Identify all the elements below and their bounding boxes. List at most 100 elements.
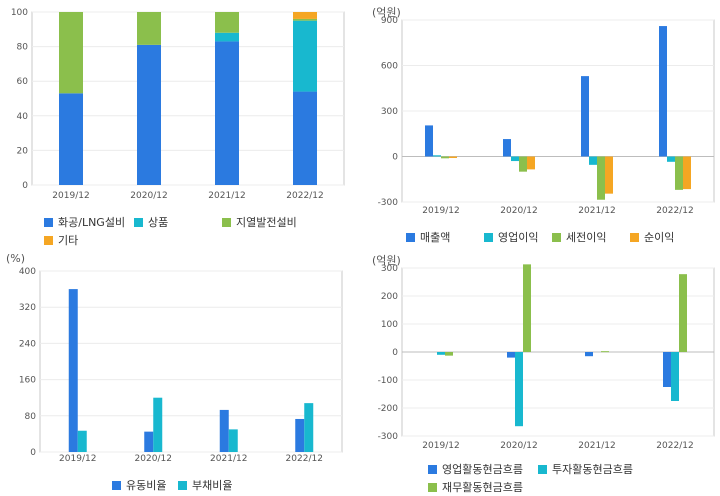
- legend-label: 영업활동현금흐름: [442, 463, 523, 476]
- y-tick-label: 300: [381, 107, 398, 117]
- y-tick-label: 0: [392, 348, 398, 358]
- y-tick-label: 20: [17, 146, 29, 156]
- bar-매출액-2022/12: [659, 26, 667, 157]
- legend-swatch: [134, 217, 143, 227]
- y-tick-label: -300: [378, 198, 399, 208]
- x-tick-label: 2022/12: [286, 191, 323, 201]
- bar-유동비율-2019/12: [68, 289, 78, 452]
- legend-label: 매출액: [420, 231, 451, 244]
- y-tick-label: 400: [19, 267, 36, 277]
- bar-매출액-2019/12: [425, 125, 433, 157]
- legend-swatch: [44, 235, 53, 245]
- legend-swatch: [538, 464, 547, 474]
- bar-투자활동현금흐름-2020/12: [515, 352, 523, 427]
- y-tick-label: 0: [30, 448, 36, 458]
- x-tick-label: 2021/12: [208, 191, 245, 201]
- bar-재무활동현금흐름-2020/12: [523, 264, 531, 352]
- legend-item: 투자활동현금흐름: [538, 461, 658, 477]
- bar-영업이익-2020/12: [511, 156, 519, 162]
- legend-swatch: [406, 232, 415, 242]
- y-tick-label: 900: [381, 16, 398, 26]
- x-tick-label: 2020/12: [500, 206, 537, 216]
- chart-3-unit: (억원): [372, 254, 401, 267]
- bar-지열발전설비-2021/12: [215, 12, 239, 33]
- bar-영업활동현금흐름-2022/12: [663, 352, 671, 387]
- legend-item: 유동비율: [112, 477, 178, 493]
- legend-label: 화공/LNG설비: [58, 216, 126, 229]
- legend-swatch: [630, 232, 639, 242]
- y-tick-label: 80: [25, 412, 37, 422]
- bar-화공/LNG설비-2022/12: [293, 91, 317, 185]
- bar-화공/LNG설비-2019/12: [59, 93, 83, 185]
- bar-투자활동현금흐름-2022/12: [671, 352, 679, 401]
- legend-swatch: [178, 480, 187, 490]
- legend-item: 지열발전설비: [222, 214, 332, 230]
- x-tick-label: 2020/12: [130, 191, 167, 201]
- legend-item: 화공/LNG설비: [44, 214, 134, 230]
- bar-유동비율-2020/12: [144, 431, 154, 452]
- income-chart: (억원) 900 600 300 0 -300 2019/12 2020/12 2021/12…: [362, 0, 720, 244]
- bar-순이익-2021/12: [605, 156, 613, 194]
- chart-1-unit: (억원): [372, 6, 401, 19]
- chart-2-frame: [39, 270, 343, 453]
- y-tick-label: 40: [17, 112, 29, 122]
- bar-순이익-2020/12: [527, 156, 535, 170]
- legend-label: 재무활동현금흐름: [442, 481, 523, 494]
- y-tick-label: 100: [381, 320, 398, 330]
- legend-item: 영업이익: [484, 229, 552, 245]
- sales-composition-chart: 0 20 40 60 80 100 2019/12 2020/12 2021/12 2022/12…: [0, 0, 352, 247]
- bar-지열발전설비-2019/12: [59, 12, 83, 94]
- bar-부채비율-2020/12: [153, 397, 163, 452]
- y-tick-label: 60: [17, 77, 29, 87]
- x-tick-label: 2020/12: [135, 454, 172, 464]
- legend-label: 투자활동현금흐름: [552, 463, 633, 476]
- legend-swatch: [484, 232, 493, 242]
- y-tick-label: 160: [19, 376, 36, 386]
- legend-item: 순이익: [630, 229, 700, 245]
- x-tick-label: 2021/12: [210, 454, 247, 464]
- bar-영업이익-2021/12: [589, 156, 597, 165]
- bar-부채비율-2021/12: [228, 429, 238, 452]
- legend-item: 상품: [134, 214, 222, 230]
- chart-2-unit: (%): [6, 252, 26, 265]
- legend-swatch: [428, 464, 437, 474]
- bar-상품-2021/12: [215, 32, 239, 42]
- legend-label: 영업이익: [498, 231, 539, 244]
- bar-세전이익-2019/12: [441, 156, 449, 159]
- x-tick-label: 2022/12: [656, 441, 693, 451]
- y-tick-label: 0: [392, 153, 398, 163]
- legend-label: 상품: [148, 216, 169, 229]
- chart-1-legend: 매출액 영업이익 세전이익 순이익: [406, 229, 700, 245]
- ratio-chart: (%) 400 320 240 160 80 0 2019/12 2020/12 2021/12…: [0, 248, 352, 496]
- bar-세전이익-2021/12: [597, 156, 605, 200]
- legend-swatch: [428, 482, 437, 492]
- y-tick-label: 240: [19, 339, 36, 349]
- legend-label: 유동비율: [126, 479, 167, 492]
- legend-label: 지열발전설비: [236, 216, 297, 229]
- bar-순이익-2022/12: [683, 156, 691, 190]
- legend-swatch: [552, 232, 561, 242]
- legend-item: 재무활동현금흐름: [428, 479, 538, 495]
- x-tick-label: 2019/12: [59, 454, 96, 464]
- bar-기타-2022/12: [293, 12, 317, 19]
- x-tick-label: 2019/12: [52, 191, 89, 201]
- legend-swatch: [222, 217, 231, 227]
- y-tick-label: -300: [378, 432, 399, 442]
- chart-3-svg: 300 200 100 0 -100 -200 -300 2019/12 2020/12 2021…: [378, 264, 715, 451]
- x-tick-label: 2019/12: [422, 441, 459, 451]
- chart-0-svg: 0 20 40 60 80 100 2019/12 2020/12 2021/12 2022/12: [11, 8, 345, 201]
- y-tick-label: 100: [11, 8, 28, 18]
- legend-label: 순이익: [644, 231, 675, 244]
- bar-유동비율-2021/12: [219, 409, 229, 452]
- bar-상품-2022/12: [293, 20, 317, 92]
- bar-투자활동현금흐름-2019/12: [437, 352, 445, 355]
- chart-2-legend: 유동비율 부채비율: [112, 477, 248, 493]
- legend-item: 세전이익: [552, 229, 630, 245]
- bar-재무활동현금흐름-2021/12: [601, 351, 609, 353]
- legend-label: 기타: [58, 234, 79, 247]
- y-tick-label: 320: [19, 303, 36, 313]
- bar-세전이익-2022/12: [675, 156, 683, 190]
- legend-label: 부채비율: [192, 479, 233, 492]
- x-tick-label: 2020/12: [500, 441, 537, 451]
